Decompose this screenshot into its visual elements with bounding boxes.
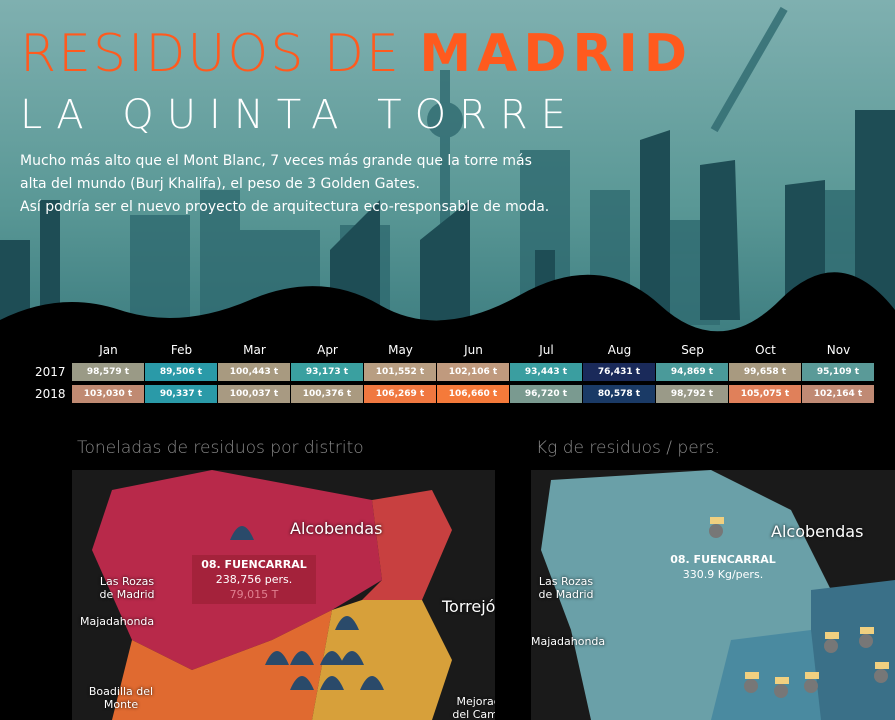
table-cell: 76,431 t: [583, 363, 655, 381]
table-cell: 105,075 t: [729, 385, 801, 403]
title-bold: MADRID: [419, 24, 694, 84]
map: Alcobendas Las Rozas de Madrid Majadahonda…: [531, 470, 895, 720]
month-header: Sep: [681, 343, 704, 357]
month-header: Jun: [464, 343, 483, 357]
place-label: Las Rozas de Madrid: [538, 575, 594, 601]
year-label: 2017: [35, 365, 66, 379]
tooltip-district: 08. FUENCARRAL: [201, 558, 307, 571]
header: RESIDUOS DE MADRID LA QUINTA TORRE Mucho…: [0, 0, 895, 340]
tooltip-line1: 238,756 pers.: [215, 573, 293, 586]
title: RESIDUOS DE MADRID: [20, 24, 693, 84]
table-cell: 100,037 t: [218, 385, 290, 403]
table-cell: 101,552 t: [364, 363, 436, 381]
table-cell: 96,720 t: [510, 385, 582, 403]
map-shapes: [92, 470, 452, 720]
title-light: RESIDUOS DE: [20, 24, 401, 84]
year-label: 2018: [35, 387, 66, 401]
map-title: Toneladas de residuos por distrito: [77, 438, 364, 458]
month-header: Aug: [607, 343, 632, 357]
map-shapes: [541, 470, 895, 720]
table-cell: 99,658 t: [729, 363, 801, 381]
map: Alcobendas Las Rozas de Madrid Majadahonda…: [72, 470, 495, 720]
month-header: Nov: [826, 343, 851, 357]
map-title: Kg de residuos / pers.: [536, 438, 720, 458]
place-label: Alcobendas: [290, 519, 383, 538]
tooltip-line2: 79,015 T: [229, 588, 279, 601]
place-label: Las Rozas de Madrid: [99, 575, 155, 601]
place-label: Alcobendas: [771, 522, 864, 541]
table-cell: 93,443 t: [510, 363, 582, 381]
month-header: Mar: [243, 343, 266, 357]
table-cell: 94,869 t: [656, 363, 728, 381]
tooltip-district: 08. FUENCARRAL: [670, 553, 776, 566]
table-cell: 98,792 t: [656, 385, 728, 403]
table-cell: 100,376 t: [291, 385, 363, 403]
tooltip: 08. FUENCARRAL 238,756 pers. 79,015 T: [192, 555, 316, 604]
table-cell: 106,269 t: [364, 385, 436, 403]
description-line: alta del mundo (Burj Khalifa), el peso d…: [20, 176, 420, 192]
month-header: May: [388, 343, 413, 357]
tooltip: 08. FUENCARRAL 330.9 Kg/pers.: [661, 550, 785, 584]
month-header: Jan: [99, 343, 118, 357]
table-cell: 90,337 t: [145, 385, 217, 403]
table-cell: 106,660 t: [437, 385, 509, 403]
place-label: Torrejón de Ardoz: [442, 597, 495, 616]
table-cell: 100,443 t: [218, 363, 290, 381]
month-header: Jul: [539, 343, 554, 357]
monthly-table: Jan Feb Mar Apr May Jun Jul Aug Sep Oct Nov 2017 98,…: [0, 340, 895, 410]
description-line: Así podría ser el nuevo proyecto de arqu…: [20, 199, 550, 215]
month-header: Feb: [170, 343, 193, 357]
table-cell: 93,173 t: [291, 363, 363, 381]
table-cell: 102,164 t: [802, 385, 874, 403]
table-cell: 95,109 t: [802, 363, 874, 381]
tooltip-line1: 330.9 Kg/pers.: [682, 568, 764, 581]
place-label: Majadahonda: [531, 635, 606, 648]
skyline: [0, 6, 895, 340]
month-header: Oct: [755, 343, 776, 357]
description: Mucho más alto que el Mont Blanc, 7 vece…: [20, 150, 549, 219]
table-cell: 102,106 t: [437, 363, 509, 381]
table-cell: 80,578 t: [583, 385, 655, 403]
table-cell: 103,030 t: [72, 385, 144, 403]
place-label: Majadahonda: [80, 615, 155, 628]
table-cell: 89,506 t: [145, 363, 217, 381]
table-cell: 98,579 t: [72, 363, 144, 381]
month-header: Apr: [317, 343, 338, 357]
description-line: Mucho más alto que el Mont Blanc, 7 vece…: [20, 153, 532, 169]
place-label: Mejorada del Campo: [452, 695, 495, 720]
subtitle: LA QUINTA TORRE: [20, 92, 579, 138]
place-label: Boadilla del Monte: [88, 685, 154, 711]
